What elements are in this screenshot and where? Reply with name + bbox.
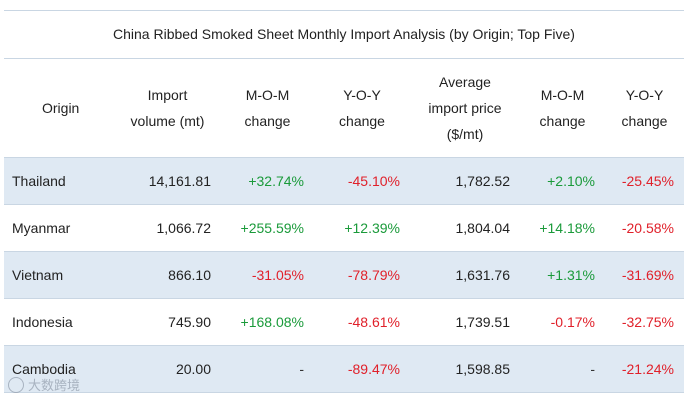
cell-origin: Indonesia xyxy=(4,298,114,346)
cell-volume: 866.10 xyxy=(114,251,221,299)
header-origin: Origin xyxy=(4,59,114,158)
cell-price: 1,804.04 xyxy=(410,204,520,252)
cell-price: 1,739.51 xyxy=(410,298,520,346)
cell-origin: Thailand xyxy=(4,157,114,205)
cell-price: 1,598.85 xyxy=(410,345,520,393)
cell-mom-volume: -31.05% xyxy=(221,251,314,299)
cell-mom-volume: - xyxy=(221,345,314,393)
cell-volume: 1,066.72 xyxy=(114,204,221,252)
header-yoy-volume: Y-O-Y change xyxy=(314,59,410,158)
cell-origin: Myanmar xyxy=(4,204,114,252)
cell-yoy-price: -25.45% xyxy=(605,157,684,205)
cell-yoy-volume: -48.61% xyxy=(314,298,410,346)
cell-volume: 745.90 xyxy=(114,298,221,346)
table-row: Myanmar 1,066.72 +255.59% +12.39% 1,804.… xyxy=(4,204,684,252)
cell-yoy-volume: +12.39% xyxy=(314,204,410,252)
table-frame: China Ribbed Smoked Sheet Monthly Import… xyxy=(4,10,684,398)
header-row: Origin Import volume (mt) M-O-M change Y-O… xyxy=(4,59,684,158)
cell-mom-price: +14.18% xyxy=(520,204,605,252)
cell-yoy-price: -31.69% xyxy=(605,251,684,299)
table-row: Indonesia 745.90 +168.08% -48.61% 1,739.… xyxy=(4,298,684,346)
header-avg-price: Average import price ($/mt) xyxy=(410,59,520,158)
cell-yoy-volume: -78.79% xyxy=(314,251,410,299)
logo-icon xyxy=(8,376,24,393)
cell-mom-volume: +32.74% xyxy=(221,157,314,205)
cell-yoy-volume: -45.10% xyxy=(314,157,410,205)
cell-price: 1,631.76 xyxy=(410,251,520,299)
cell-yoy-price: -32.75% xyxy=(605,298,684,346)
header-import-volume: Import volume (mt) xyxy=(114,59,221,158)
cell-volume: 20.00 xyxy=(114,345,221,393)
cell-volume: 14,161.81 xyxy=(114,157,221,205)
table-title: China Ribbed Smoked Sheet Monthly Import… xyxy=(4,11,684,59)
import-table: Origin Import volume (mt) M-O-M change Y-O… xyxy=(4,59,684,393)
cell-mom-price: +1.31% xyxy=(520,251,605,299)
watermark: 大数跨境 xyxy=(8,375,80,394)
cell-mom-price: -0.17% xyxy=(520,298,605,346)
cell-mom-price: +2.10% xyxy=(520,157,605,205)
watermark-text: 大数跨境 xyxy=(28,378,81,393)
cell-origin: Vietnam xyxy=(4,251,114,299)
header-yoy-price: Y-O-Y change xyxy=(605,59,684,158)
cell-mom-volume: +168.08% xyxy=(221,298,314,346)
header-mom-volume: M-O-M change xyxy=(221,59,314,158)
table-row: Thailand 14,161.81 +32.74% -45.10% 1,782… xyxy=(4,157,684,205)
cell-yoy-price: -21.24% xyxy=(605,345,684,393)
cell-mom-volume: +255.59% xyxy=(221,204,314,252)
table-row: Cambodia 20.00 - -89.47% 1,598.85 - -21.… xyxy=(4,345,684,393)
cell-mom-price: - xyxy=(520,345,605,393)
table-row: Vietnam 866.10 -31.05% -78.79% 1,631.76 … xyxy=(4,251,684,299)
cell-price: 1,782.52 xyxy=(410,157,520,205)
cell-yoy-price: -20.58% xyxy=(605,204,684,252)
cell-yoy-volume: -89.47% xyxy=(314,345,410,393)
header-mom-price: M-O-M change xyxy=(520,59,605,158)
